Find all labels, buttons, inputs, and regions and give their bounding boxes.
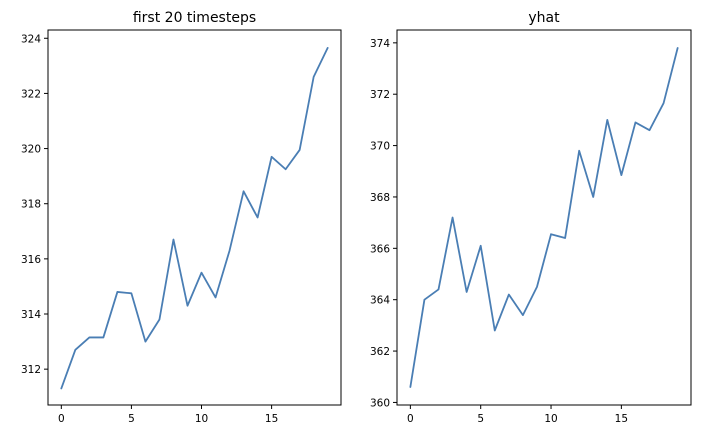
right-y-tick-label: 360 bbox=[370, 397, 390, 409]
right-y-tick-label: 368 bbox=[370, 192, 390, 204]
right-y-tick-label: 374 bbox=[370, 38, 390, 50]
right-y-tick-label: 372 bbox=[370, 89, 390, 101]
left-y-tick-label: 320 bbox=[21, 144, 41, 156]
right-chart-title: yhat bbox=[528, 10, 560, 26]
left-y-tick-label: 312 bbox=[21, 364, 41, 376]
left-y-tick-label: 324 bbox=[21, 33, 41, 45]
left-chart-panel: 0 5 10 15 312 314 316 318 320 322 324 first 20 time… bbox=[21, 10, 342, 425]
left-y-tick-label: 322 bbox=[21, 88, 41, 100]
right-y-tick-label: 366 bbox=[370, 243, 390, 255]
left-x-tick-label: 5 bbox=[128, 413, 135, 425]
left-x-tick-label: 10 bbox=[195, 413, 208, 425]
right-y-tick-label: 370 bbox=[370, 141, 390, 153]
right-y-tick-label: 364 bbox=[370, 295, 390, 307]
left-y-tick-label: 314 bbox=[21, 309, 41, 321]
right-axes-frame bbox=[396, 29, 692, 406]
left-y-tick-label: 318 bbox=[21, 199, 41, 211]
left-x-tick-label: 0 bbox=[58, 413, 65, 425]
left-axes-frame bbox=[47, 29, 342, 406]
right-y-tick-label: 362 bbox=[370, 346, 390, 358]
left-x-tick-label: 15 bbox=[265, 413, 278, 425]
right-x-tick-label: 0 bbox=[407, 413, 414, 425]
right-x-tick-label: 5 bbox=[477, 413, 484, 425]
left-series-line-0 bbox=[60, 47, 329, 390]
right-series-line-0 bbox=[409, 47, 679, 388]
right-chart-panel: 0 5 10 15 360 362 364 366 368 370 372 374 yhat bbox=[370, 10, 692, 425]
right-x-tick-label: 10 bbox=[544, 413, 557, 425]
left-y-tick-label: 316 bbox=[21, 254, 41, 266]
right-x-tick-label: 15 bbox=[615, 413, 628, 425]
left-chart-title: first 20 timesteps bbox=[133, 10, 256, 26]
